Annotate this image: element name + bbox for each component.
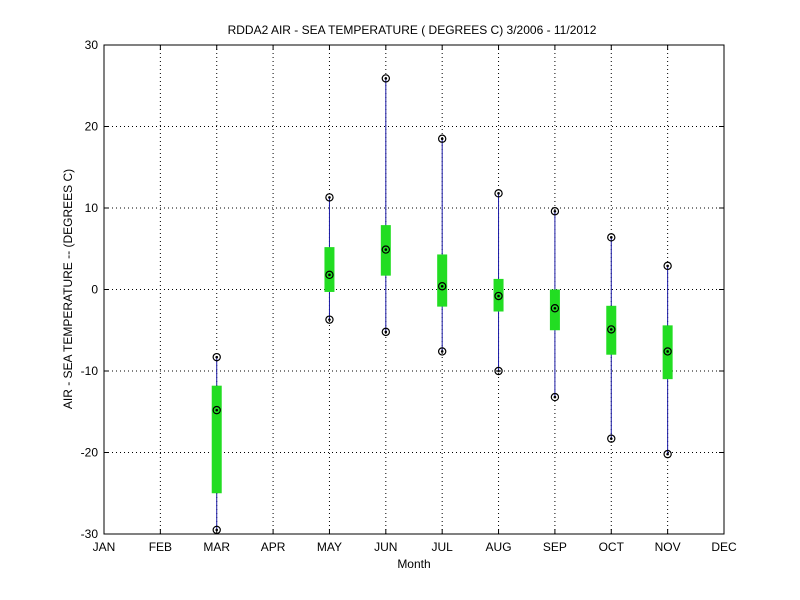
- median-marker-dot: [553, 306, 557, 310]
- x-tick-label: FEB: [149, 540, 172, 554]
- min-marker: [325, 315, 334, 324]
- max-marker-dot: [440, 137, 444, 141]
- median-marker-dot: [384, 248, 388, 251]
- max-marker: [663, 261, 672, 271]
- max-marker-dot: [497, 192, 500, 195]
- min-marker: [437, 347, 447, 356]
- x-tick-label: MAR: [203, 540, 230, 554]
- max-marker-dot: [666, 264, 669, 268]
- plot-area: [211, 74, 673, 535]
- max-marker-dot: [553, 209, 557, 213]
- max-marker-dot: [215, 355, 219, 359]
- box-sep: [549, 207, 560, 402]
- iqr-box: [211, 385, 222, 494]
- median-marker: [607, 325, 616, 334]
- x-tick-label: APR: [261, 540, 286, 554]
- x-tick-label: AUG: [486, 540, 512, 554]
- x-tick-label: JUL: [432, 540, 454, 554]
- min-marker: [607, 434, 616, 443]
- y-tick-label: 10: [85, 201, 99, 215]
- max-marker-dot: [609, 236, 613, 239]
- median-marker: [325, 270, 334, 280]
- box-nov: [662, 261, 673, 459]
- median-marker: [494, 291, 503, 301]
- max-marker: [607, 233, 616, 242]
- min-marker-dot: [666, 452, 669, 456]
- max-marker: [325, 193, 334, 202]
- max-marker: [494, 189, 503, 198]
- min-marker: [663, 449, 672, 459]
- min-marker: [494, 366, 503, 376]
- median-marker-dot: [666, 350, 669, 353]
- y-axis-label: AIR - SEA TEMPERATURE -- (DEGREES C): [61, 169, 75, 409]
- y-tick-label: -30: [81, 527, 99, 541]
- min-marker-dot: [384, 330, 388, 334]
- median-marker: [550, 304, 560, 313]
- box-oct: [606, 233, 617, 443]
- y-tick-label: -10: [81, 364, 99, 378]
- min-marker-dot: [497, 369, 500, 373]
- box-jun: [380, 74, 391, 337]
- max-marker-dot: [328, 196, 331, 199]
- x-tick-label: DEC: [711, 540, 737, 554]
- min-marker-dot: [328, 318, 331, 321]
- max-marker: [212, 352, 221, 362]
- median-marker: [381, 245, 391, 254]
- box-aug: [493, 189, 504, 376]
- box-jul: [437, 134, 448, 356]
- min-marker: [550, 392, 560, 402]
- max-marker: [381, 74, 391, 83]
- x-tick-label: OCT: [599, 540, 625, 554]
- x-tick-label: SEP: [543, 540, 567, 554]
- median-marker-dot: [215, 408, 219, 412]
- iqr-box: [549, 289, 560, 331]
- median-marker-dot: [497, 294, 500, 298]
- x-tick-label: JAN: [93, 540, 116, 554]
- max-marker-dot: [384, 77, 388, 80]
- y-tick-label: 30: [85, 38, 99, 52]
- median-marker-dot: [609, 328, 613, 331]
- iqr-box: [437, 254, 448, 307]
- min-marker-dot: [440, 350, 444, 353]
- x-tick-label: NOV: [655, 540, 681, 554]
- y-tick-label: 20: [85, 120, 99, 134]
- max-marker: [550, 207, 560, 216]
- axis-ticks: JAN FEB MAR APR MAY JUN JUL AUG SEP OCT NOV DEC -30 -…: [81, 38, 737, 554]
- median-marker-dot: [440, 284, 444, 288]
- median-marker: [212, 405, 221, 415]
- iqr-box: [324, 247, 335, 292]
- x-tick-label: MAY: [317, 540, 342, 554]
- min-marker-dot: [609, 437, 613, 440]
- median-marker: [437, 282, 447, 291]
- y-tick-label: -20: [81, 446, 99, 460]
- median-marker: [663, 347, 672, 356]
- chart-title: RDDA2 AIR - SEA TEMPERATURE ( DEGREES C)…: [228, 23, 597, 37]
- x-axis-label: Month: [397, 557, 430, 571]
- box-may: [324, 193, 335, 324]
- min-marker-dot: [553, 395, 557, 399]
- median-marker-dot: [328, 273, 331, 277]
- min-marker: [381, 327, 391, 337]
- y-tick-label: 0: [91, 283, 98, 297]
- max-marker: [437, 134, 447, 143]
- x-tick-label: JUN: [374, 540, 397, 554]
